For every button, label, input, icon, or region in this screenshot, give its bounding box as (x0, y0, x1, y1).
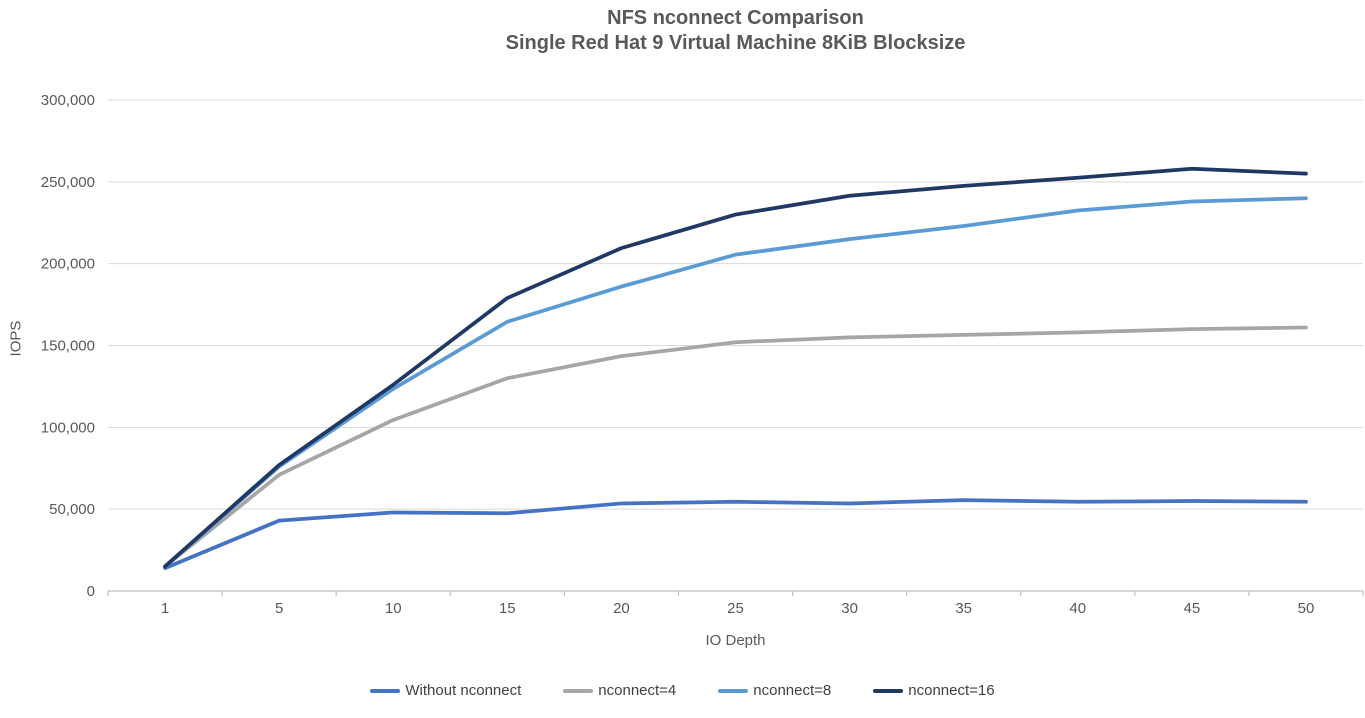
legend-item-without-nconnect: Without nconnect (370, 682, 521, 699)
y-axis-tick-label: 50,000 (49, 501, 95, 518)
x-axis-tick-label: 50 (1298, 600, 1315, 617)
legend: Without nconnect nconnect=4 nconnect=8 n… (0, 682, 1365, 699)
chart-title: NFS nconnect Comparison (607, 7, 864, 29)
legend-line-swatch (370, 688, 401, 693)
legend-item-nconnect-4: nconnect=4 (563, 682, 676, 699)
x-axis-tick-label: 5 (275, 600, 283, 617)
y-axis-tick-label: 150,000 (41, 338, 95, 355)
series-line-nconnect-4 (163, 325, 1308, 569)
series-line-without-nconnect (163, 498, 1308, 570)
legend-line-swatch (563, 688, 594, 693)
legend-item-nconnect-16: nconnect=16 (873, 682, 995, 699)
x-axis-tick-label: 10 (385, 600, 402, 617)
y-axis-tick-label: 250,000 (41, 174, 95, 191)
y-axis-tick-label: 0 (87, 583, 95, 600)
legend-line-swatch (718, 688, 749, 693)
x-axis-tick-label: 25 (727, 600, 744, 617)
x-axis-tick-label: 40 (1069, 600, 1086, 617)
chart-subtitle: Single Red Hat 9 Virtual Machine 8KiB Bl… (505, 32, 966, 54)
chart-title-block: NFS nconnect Comparison Single Red Hat 9… (108, 6, 1363, 56)
legend-label: Without nconnect (405, 682, 522, 699)
y-axis-title: IOPS (7, 320, 25, 357)
x-axis-tick-label: 15 (499, 600, 516, 617)
y-axis-tick-label: 300,000 (41, 92, 95, 109)
legend-line-swatch (873, 688, 904, 693)
x-axis-title: IO Depth (705, 632, 766, 649)
chart-plot-area: 0 50,000 100,000 150,000 200,000 250,000 300,0… (41, 92, 1364, 617)
legend-label: nconnect=8 (753, 682, 832, 699)
x-axis-tick-label: 35 (955, 600, 972, 617)
legend-label: nconnect=4 (598, 682, 677, 699)
legend-item-nconnect-8: nconnect=8 (718, 682, 831, 699)
legend-label: nconnect=16 (908, 682, 995, 699)
x-axis-tick-label: 30 (841, 600, 858, 617)
series-line-nconnect-8 (163, 196, 1308, 569)
x-axis-tick-label: 20 (613, 600, 630, 617)
x-axis-tick-label: 45 (1184, 600, 1201, 617)
x-axis-tick-label: 1 (161, 600, 169, 617)
y-axis-tick-label: 100,000 (41, 419, 95, 436)
series-line-nconnect-16 (163, 166, 1308, 569)
y-axis-tick-label: 200,000 (41, 256, 95, 273)
